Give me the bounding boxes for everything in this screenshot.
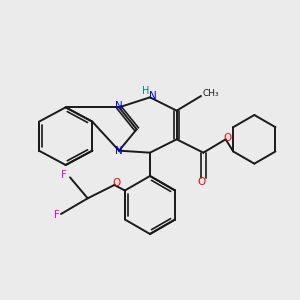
Text: N: N: [115, 146, 123, 156]
Text: CH₃: CH₃: [202, 89, 219, 98]
Text: O: O: [223, 133, 232, 143]
Text: N: N: [149, 91, 157, 101]
Text: O: O: [112, 178, 121, 188]
Text: F: F: [54, 210, 60, 220]
Text: O: O: [197, 177, 206, 187]
Text: N: N: [115, 101, 123, 111]
Text: H: H: [142, 86, 150, 96]
Text: F: F: [61, 170, 67, 180]
